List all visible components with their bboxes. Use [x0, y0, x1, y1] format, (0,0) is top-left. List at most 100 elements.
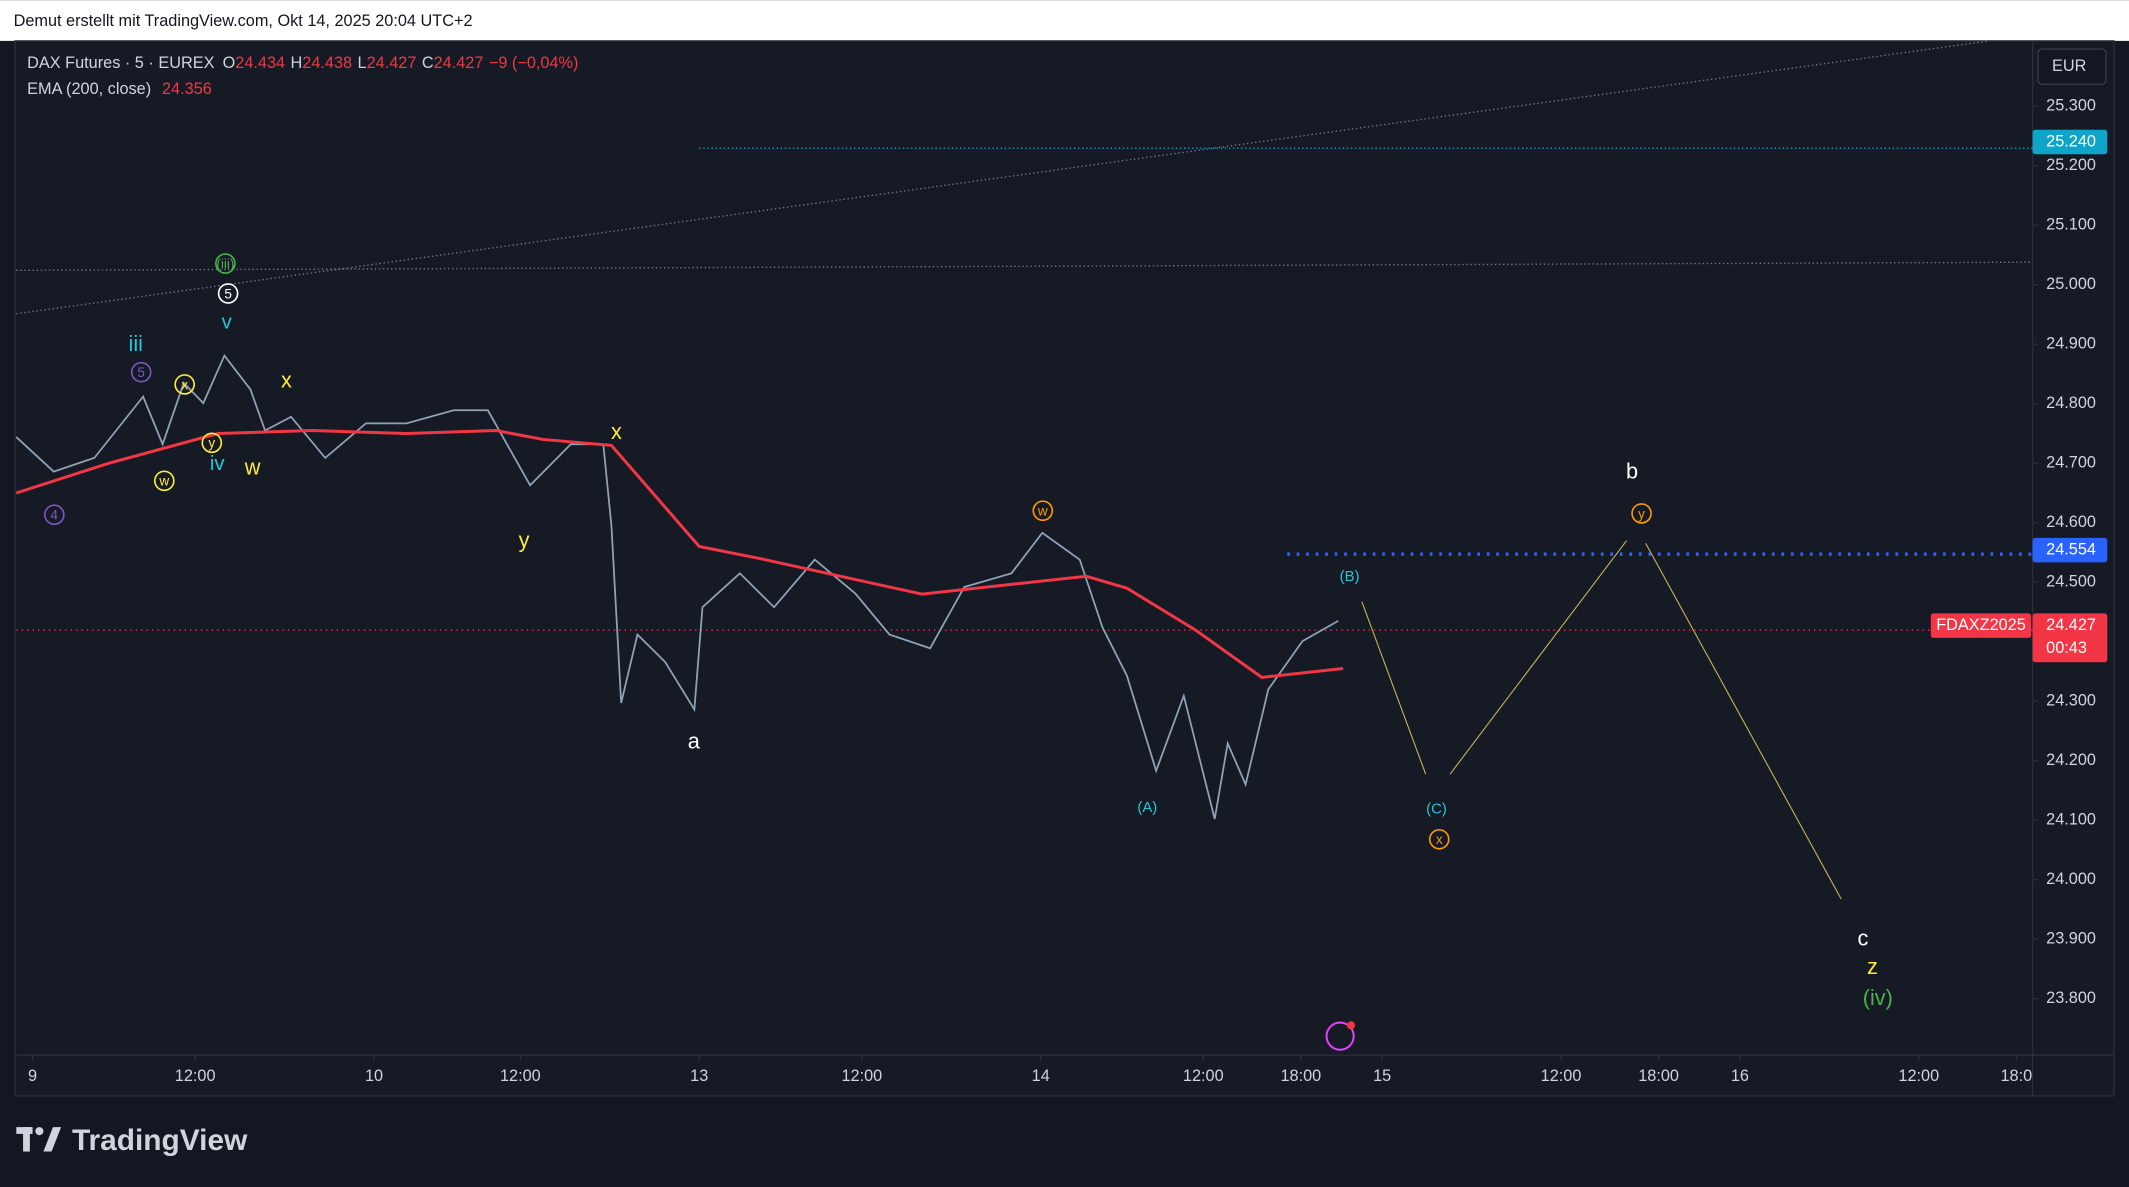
header: Demut erstellt mit TradingView.com, Okt … — [14, 12, 473, 30]
price-tag-label: 24.554 — [2046, 540, 2096, 558]
wave-label: 5 — [137, 365, 145, 380]
y-tick-label: 24.800 — [2046, 394, 2096, 412]
chart-frame — [14, 40, 2115, 1097]
o-label: O — [223, 54, 236, 72]
wave-circle — [130, 361, 152, 383]
ema-value: 24.356 — [162, 80, 212, 98]
wave-label: v — [222, 312, 233, 334]
countdown: 00:43 — [2046, 639, 2087, 657]
x-tick-label: 12:00 — [500, 1067, 541, 1085]
price-tag — [2032, 129, 2108, 155]
wave-label: z — [1867, 954, 1878, 979]
x-tick-label: 12:00 — [175, 1067, 216, 1085]
currency-button[interactable] — [2037, 48, 2107, 86]
wave-label: x — [181, 377, 188, 392]
h-label: H — [291, 54, 303, 72]
currency: EUR — [2052, 57, 2086, 75]
y-tick-label: 24.200 — [2046, 751, 2096, 769]
logo-mark — [16, 1127, 62, 1152]
y-tick-label: 23.800 — [2046, 989, 2096, 1007]
x-tick-label: 18:0 — [2000, 1067, 2032, 1085]
logo: TradingView — [72, 1124, 248, 1157]
y-tick-label: 23.900 — [2046, 929, 2096, 947]
c-label: C — [422, 54, 434, 72]
y-tick-label: 24.700 — [2046, 454, 2096, 472]
x-tick-label: 18:00 — [1280, 1067, 1321, 1085]
wave-label: iii — [129, 331, 143, 356]
y-tick-label: 24.100 — [2046, 810, 2096, 828]
c: 24.427 — [434, 54, 484, 72]
wave-label: w — [158, 474, 169, 489]
y-tick-label: 25.300 — [2046, 97, 2096, 115]
o: 24.434 — [235, 54, 285, 72]
x-tick-label: 13 — [690, 1067, 708, 1085]
legend: DAX Futures · 5 · EUREX O24.434 H24.438 L24… — [27, 54, 578, 72]
l: 24.427 — [367, 54, 417, 72]
price-tag-label: 24.427 — [2046, 616, 2096, 634]
wave-circle — [153, 470, 175, 492]
x-tick-label: 12:00 — [1898, 1067, 1939, 1085]
y-tick-label: 24.900 — [2046, 335, 2096, 353]
ticker: FDAXZ2025 — [1936, 616, 2026, 634]
series-line — [15, 353, 1339, 820]
projection — [1449, 540, 1628, 775]
wave-label: y — [1638, 506, 1645, 521]
y-tick-label: 24.300 — [2046, 691, 2096, 709]
wave-label: y — [208, 436, 215, 451]
wave-circle — [174, 374, 195, 395]
l-label: L — [358, 54, 367, 72]
y-tick-label: 24.600 — [2046, 513, 2096, 531]
wave-label: w — [1037, 504, 1048, 519]
x-tick-label: 9 — [28, 1067, 37, 1085]
ema-label: EMA (200, close) — [27, 80, 151, 98]
wave-label: 5 — [224, 286, 232, 301]
wave-label: x — [281, 367, 292, 392]
wave-circle — [1631, 503, 1652, 524]
wave-label: y — [519, 528, 530, 553]
y-tick-label: 25.100 — [2046, 216, 2096, 234]
y-tick-label: 25.200 — [2046, 156, 2096, 174]
price-tag — [2032, 537, 2108, 563]
header-bar — [0, 0, 2129, 41]
wave-label: w — [244, 454, 261, 479]
series-line — [15, 429, 1344, 679]
x-tick-label: 12:00 — [1541, 1067, 1582, 1085]
price-tag — [2032, 613, 2108, 663]
wave-label: x — [611, 419, 622, 444]
projection — [1645, 543, 1842, 900]
wave-label: (C) — [1426, 800, 1447, 817]
price-tag-label: 25.240 — [2046, 132, 2096, 150]
alert-icon[interactable] — [1325, 1021, 1355, 1051]
wave-label: (A) — [1137, 799, 1157, 816]
ema-legend: EMA (200, close) 24.356 — [27, 80, 212, 98]
x-tick-label: 15 — [1373, 1067, 1391, 1085]
alert-dot — [1346, 1021, 1356, 1030]
x-tick-label: 18:00 — [1638, 1067, 1679, 1085]
wave-circle — [217, 283, 239, 304]
x-tick-label: 16 — [1731, 1067, 1749, 1085]
x-tick-label: 14 — [1032, 1067, 1050, 1085]
x-tick-label: 10 — [365, 1067, 383, 1085]
change: −9 (−0,04%) — [489, 54, 579, 72]
symbol: DAX Futures · 5 · EUREX — [27, 54, 214, 72]
wave-label: a — [688, 729, 701, 754]
wave-label: 4 — [51, 508, 59, 523]
wave-label: iv — [210, 453, 226, 475]
projection — [1361, 601, 1427, 775]
wave-circle — [215, 253, 236, 274]
wave-circle — [1428, 828, 1450, 850]
wave-circle — [1032, 500, 1054, 521]
y-tick-label: 24.500 — [2046, 573, 2096, 591]
wave-label: (iv) — [1863, 985, 1893, 1010]
x-tick-label: 12:00 — [841, 1067, 882, 1085]
x-tick-label: 12:00 — [1183, 1067, 1224, 1085]
wave-label: (iii) — [216, 256, 234, 271]
wave-circle — [201, 432, 223, 454]
y-tick-label: 25.000 — [2046, 275, 2096, 293]
h: 24.438 — [302, 54, 352, 72]
ticker-tag — [1930, 613, 2032, 638]
wave-circle — [43, 504, 65, 526]
wave-label: c — [1857, 925, 1868, 950]
